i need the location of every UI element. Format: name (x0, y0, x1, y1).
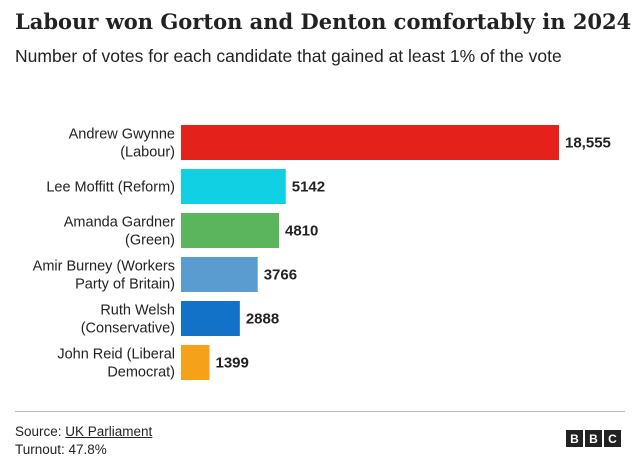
bar-3 (181, 257, 258, 292)
bar-2 (181, 213, 279, 248)
category-label-4: Ruth Welsh (Conservative) (81, 303, 175, 337)
category-label-line: Party of Britain) (75, 277, 175, 293)
value-label-4: 2888 (246, 311, 279, 328)
turnout-note: Turnout: 47.8% (15, 442, 107, 457)
value-label-3: 3766 (264, 267, 297, 284)
value-label-0: 18,555 (565, 135, 611, 152)
category-label-line: Democrat) (107, 365, 175, 381)
category-label-line: Ruth Welsh (100, 303, 175, 319)
bar-0 (181, 125, 559, 160)
chart-subtitle: Number of votes for each candidate that … (15, 46, 562, 66)
bar-5 (181, 345, 210, 380)
category-label-2: Amanda Gardner (Green) (64, 215, 175, 249)
category-label-0: Andrew Gwynne (Labour) (69, 127, 175, 161)
category-label-line: (Conservative) (81, 321, 175, 337)
category-label-1: Lee Moffitt (Reform) (46, 180, 175, 196)
bbc-logo-block-2: B (585, 430, 602, 447)
bar-4 (181, 301, 240, 336)
chart-title: Labour won Gorton and Denton comfortably… (15, 9, 632, 34)
bar-chart: 18,555 Andrew Gwynne (Labour) 5142 Lee Moffi… (33, 125, 611, 381)
bbc-logo-block-1: B (566, 430, 583, 447)
source-link[interactable]: UK Parliament (65, 424, 153, 439)
source-prefix: Source: (15, 424, 66, 439)
value-label-5: 1399 (216, 355, 249, 372)
category-label-line: (Green) (125, 233, 175, 249)
category-label-line: Amir Burney (Workers (33, 259, 175, 275)
source-note: Source: UK Parliament (15, 423, 152, 440)
bbc-logo: B B C (566, 430, 621, 447)
category-label-line: Andrew Gwynne (69, 127, 175, 143)
category-label-line: John Reid (Liberal (57, 347, 175, 363)
category-label-line: Lee Moffitt (Reform) (46, 180, 175, 196)
bar-1 (181, 169, 286, 204)
value-label-1: 5142 (292, 179, 325, 196)
bbc-logo-block-3: C (604, 430, 621, 447)
footer-divider (15, 411, 625, 412)
category-label-line: Amanda Gardner (64, 215, 175, 231)
category-label-5: John Reid (Liberal Democrat) (57, 347, 175, 381)
category-label-3: Amir Burney (Workers Party of Britain) (33, 259, 175, 293)
value-label-2: 4810 (285, 223, 318, 240)
category-label-line: (Labour) (120, 145, 175, 161)
